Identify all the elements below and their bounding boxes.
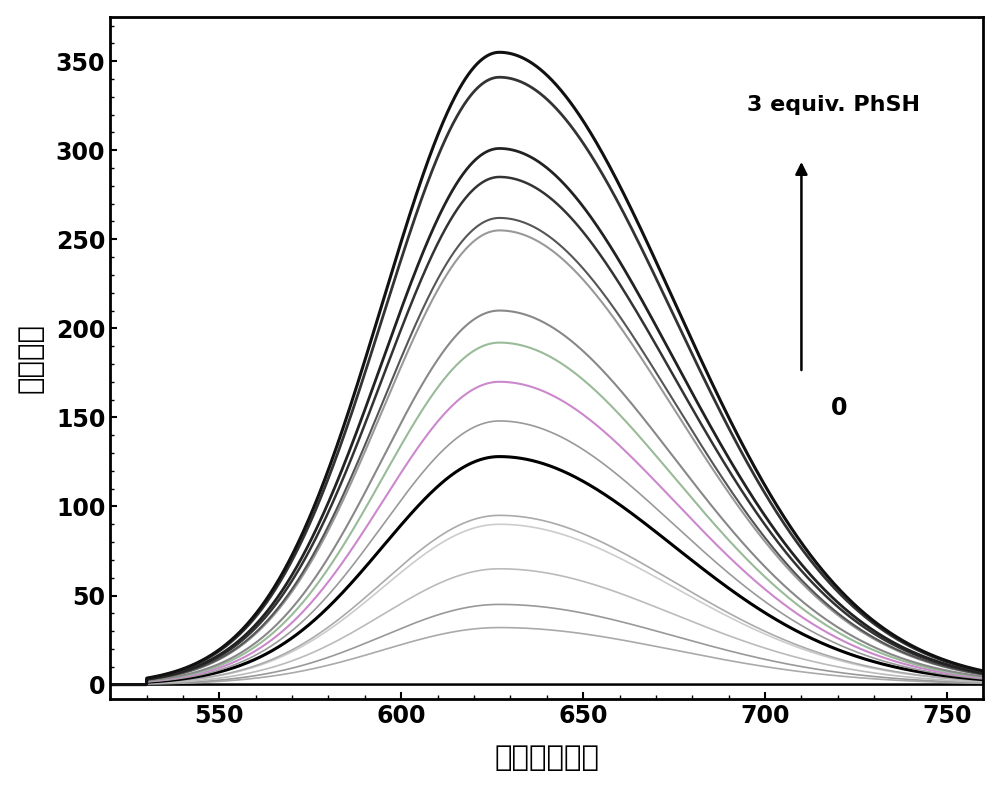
Text: 3 equiv. PhSH: 3 equiv. PhSH [747,95,920,114]
Y-axis label: 荧光强度: 荧光强度 [17,323,45,393]
Text: 0: 0 [831,396,847,420]
X-axis label: 波长（纳米）: 波长（纳米） [494,744,599,772]
